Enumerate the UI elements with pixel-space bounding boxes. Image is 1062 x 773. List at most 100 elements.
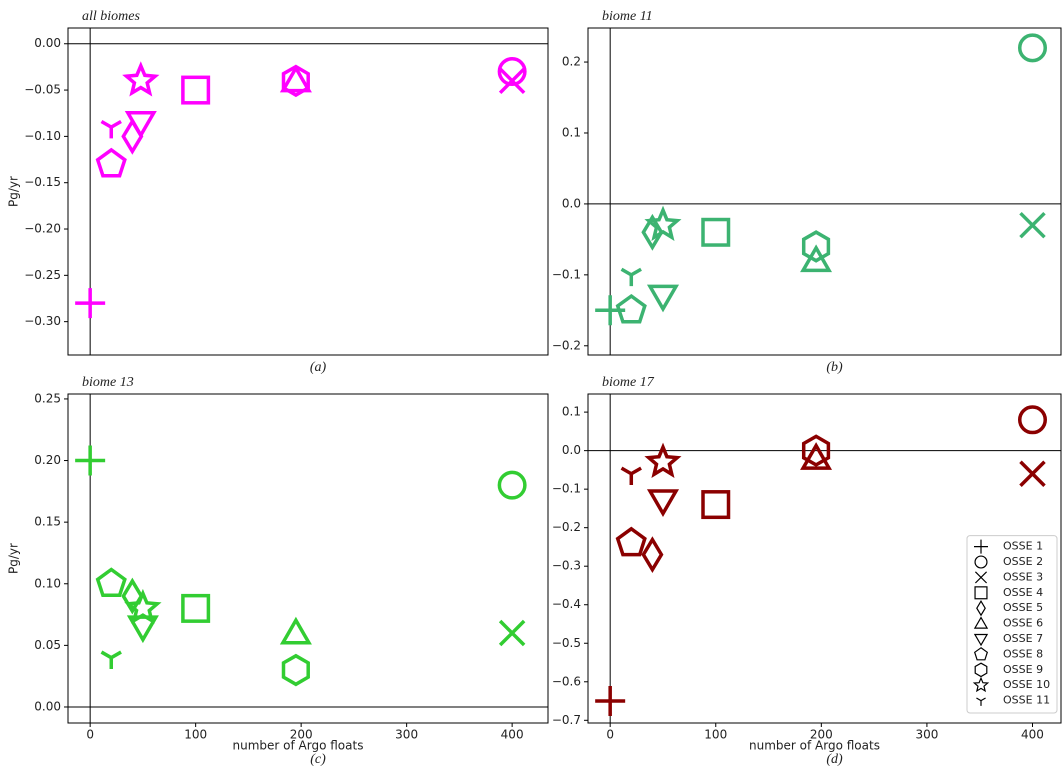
- legend-marker: [972, 676, 990, 693]
- y-tick-label: −0.4: [552, 597, 581, 611]
- legend-marker: [974, 555, 988, 569]
- marker: [644, 442, 682, 479]
- y-tick-label: −0.7: [552, 713, 581, 727]
- marker: [615, 293, 647, 324]
- y-tick-label: 0.15: [34, 515, 61, 529]
- marker: [124, 588, 162, 625]
- y-tick-label: −0.1: [552, 482, 581, 496]
- x-tick-label: 100: [704, 728, 727, 742]
- x-tick-label: 100: [184, 728, 207, 742]
- x-tick-label: 300: [395, 728, 418, 742]
- y-tick-label: 0.0: [562, 443, 581, 457]
- marker: [801, 230, 831, 263]
- marker: [595, 686, 626, 717]
- marker: [646, 489, 680, 517]
- legend-marker: [976, 600, 986, 617]
- y-axis-label: Pg/yr: [7, 176, 21, 207]
- marker: [100, 650, 122, 669]
- x-tick-label: 300: [915, 728, 938, 742]
- y-tick-label: 0.25: [34, 391, 61, 405]
- plot-frame: [67, 27, 549, 356]
- legend-label: OSSE 5: [1003, 601, 1043, 614]
- legend-marker: [974, 662, 988, 678]
- x-axis-label: number of Argo floats: [233, 739, 364, 753]
- marker: [801, 434, 831, 467]
- y-axis-label: Pg/yr: [7, 543, 21, 574]
- marker: [800, 442, 833, 470]
- marker: [497, 470, 527, 500]
- y-tick-label: −0.3: [552, 559, 581, 573]
- marker: [279, 616, 312, 645]
- marker: [644, 205, 682, 242]
- marker: [124, 110, 157, 139]
- marker: [646, 284, 680, 313]
- marker: [95, 567, 127, 598]
- legend-label: OSSE 7: [1003, 632, 1043, 645]
- y-tick-label: −0.15: [24, 175, 61, 189]
- marker: [100, 119, 122, 139]
- legend-label: OSSE 10: [1003, 678, 1050, 691]
- marker: [800, 244, 833, 273]
- panel-caption: (a): [310, 360, 327, 375]
- marker: [281, 64, 310, 98]
- y-tick-label: −0.6: [552, 674, 581, 688]
- legend-label: OSSE 3: [1003, 570, 1043, 583]
- marker: [281, 653, 310, 687]
- legend-label: OSSE 11: [1003, 694, 1050, 707]
- legend-marker: [973, 647, 989, 661]
- panel-title: biome 17: [602, 375, 655, 390]
- legend-label: OSSE 1: [1003, 540, 1043, 553]
- x-axis-label: number of Argo floats: [749, 739, 880, 753]
- marker: [498, 619, 526, 647]
- marker: [181, 75, 211, 105]
- marker: [279, 64, 312, 93]
- y-tick-label: 0.1: [562, 125, 581, 139]
- panel-title: all biomes: [82, 9, 140, 24]
- y-tick-label: 0.1: [562, 405, 581, 419]
- marker: [75, 288, 106, 319]
- y-tick-label: 0.2: [562, 55, 581, 69]
- y-tick-label: 0.10: [34, 576, 61, 590]
- x-tick-label: 400: [1021, 728, 1044, 742]
- x-tick-label: 0: [86, 728, 94, 742]
- marker: [641, 536, 664, 574]
- y-tick-label: −0.25: [24, 268, 61, 282]
- legend-marker: [974, 539, 988, 554]
- legend-marker: [974, 571, 988, 584]
- legend: OSSE 1 OSSE 2 OSSE 3 OSSE 4 OSSE 5 OSSE 6 OSSE…: [966, 535, 1058, 714]
- marker: [121, 577, 144, 615]
- legend-label: OSSE 9: [1003, 663, 1043, 676]
- marker: [701, 217, 731, 247]
- marker: [122, 61, 160, 97]
- x-tick-label: 200: [290, 728, 313, 742]
- marker: [498, 67, 526, 95]
- y-tick-label: −0.5: [552, 636, 581, 650]
- marker: [1019, 211, 1046, 239]
- legend-label: OSSE 8: [1003, 647, 1043, 660]
- panel-caption: (b): [826, 360, 843, 375]
- marker: [75, 445, 106, 476]
- y-tick-label: 0.05: [34, 638, 61, 652]
- marker: [181, 593, 211, 623]
- marker: [497, 57, 527, 87]
- x-tick-label: 0: [606, 728, 614, 742]
- marker: [95, 147, 127, 178]
- marker: [641, 213, 664, 251]
- plot-frame: [587, 393, 1062, 724]
- marker: [620, 466, 642, 485]
- y-tick-label: −0.1: [552, 267, 581, 281]
- legend-box: [966, 535, 1058, 714]
- legend-label: OSSE 2: [1003, 555, 1043, 568]
- plot-frame: [587, 27, 1062, 356]
- y-tick-label: 0.0: [562, 196, 581, 210]
- x-tick-label: 400: [501, 728, 524, 742]
- x-tick-label: 200: [810, 728, 833, 742]
- panel-caption: (c): [310, 752, 326, 767]
- legend-marker: [973, 633, 989, 647]
- panel-title: biome 11: [602, 9, 653, 24]
- marker: [121, 117, 144, 155]
- y-tick-label: 0.20: [34, 453, 61, 467]
- legend-marker: [974, 586, 988, 600]
- y-tick-label: −0.30: [24, 314, 61, 328]
